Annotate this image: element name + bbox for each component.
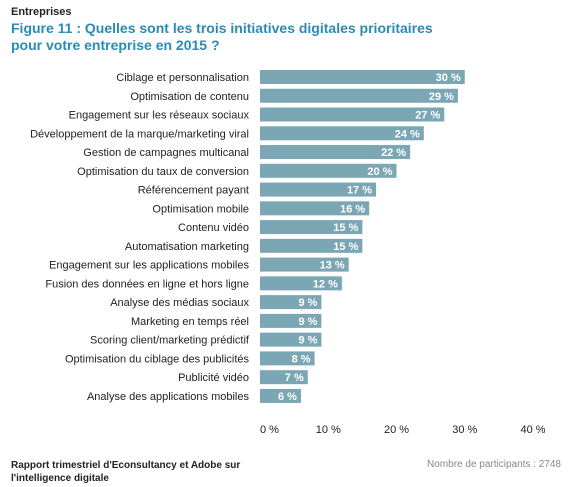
bar (260, 201, 370, 216)
category-label: Développement de la marque/marketing vir… (30, 128, 249, 140)
bar-value-label: 22 % (381, 147, 406, 159)
category-label: Optimisation du taux de conversion (77, 166, 249, 178)
category-label: Gestion de campagnes multicanal (83, 147, 249, 159)
x-tick-label: 0 % (260, 424, 279, 436)
bar-value-label: 15 % (333, 241, 358, 253)
category-label: Contenu vidéo (178, 222, 249, 234)
category-label: Analyse des applications mobiles (87, 391, 250, 403)
bar (260, 126, 424, 141)
bar (260, 88, 458, 103)
x-tick-label: 30 % (452, 424, 477, 436)
category-label: Engagement sur les réseaux sociaux (69, 110, 250, 122)
bar (260, 163, 397, 178)
category-label: Optimisation mobile (152, 203, 249, 215)
bar (260, 351, 315, 366)
bar-value-label: 8 % (292, 353, 311, 365)
bar-value-label: 17 % (347, 185, 372, 197)
bar (260, 257, 349, 272)
bar-value-label: 9 % (298, 335, 317, 347)
x-tick-label: 20 % (384, 424, 409, 436)
category-label: Scoring client/marketing prédictif (90, 335, 250, 347)
bar (260, 295, 322, 310)
chart-supertitle: Entreprises (11, 6, 72, 18)
bar-value-label: 20 % (367, 166, 392, 178)
bar (260, 370, 308, 385)
bar-value-label: 9 % (298, 297, 317, 309)
bar-value-label: 16 % (340, 203, 365, 215)
category-label: Ciblage et personnalisation (116, 72, 249, 84)
category-label: Marketing en temps réel (131, 316, 249, 328)
bar-value-label: 15 % (333, 222, 358, 234)
category-label: Analyse des médias sociaux (110, 297, 249, 309)
category-label: Publicité vidéo (178, 372, 249, 384)
bar (260, 107, 445, 122)
bar (260, 276, 342, 291)
bar (260, 145, 411, 160)
category-label: Optimisation de contenu (130, 91, 249, 103)
chart-title: Figure 11 : Quelles sont les trois initi… (11, 20, 433, 53)
bar (260, 332, 322, 347)
source-note: Rapport trimestriel d'Econsultancy et Ad… (11, 460, 241, 484)
bar (260, 220, 363, 235)
bar-value-label: 13 % (320, 260, 345, 272)
bar-value-label: 24 % (395, 128, 420, 140)
bar-value-label: 27 % (415, 110, 440, 122)
bar (260, 238, 363, 253)
bar (260, 182, 377, 197)
category-label: Engagement sur les applications mobiles (49, 260, 249, 272)
category-label: Automatisation marketing (125, 241, 249, 253)
bar-value-label: 7 % (285, 372, 304, 384)
bar-value-label: 9 % (298, 316, 317, 328)
participants-count: Nombre de participants : 2748 (427, 459, 561, 470)
category-label: Fusion des données en ligne et hors lign… (45, 278, 249, 290)
bar-value-label: 6 % (278, 391, 297, 403)
bar (260, 313, 322, 328)
bar-value-label: 12 % (313, 278, 338, 290)
bar-value-label: 29 % (429, 91, 454, 103)
category-label: Référencement payant (138, 185, 249, 197)
bar-value-label: 30 % (436, 72, 461, 84)
bar (260, 388, 301, 403)
bar (260, 70, 465, 84)
x-tick-label: 40 % (520, 424, 545, 436)
x-tick-label: 10 % (316, 424, 341, 436)
category-label: Optimisation du ciblage des publicités (65, 353, 250, 365)
